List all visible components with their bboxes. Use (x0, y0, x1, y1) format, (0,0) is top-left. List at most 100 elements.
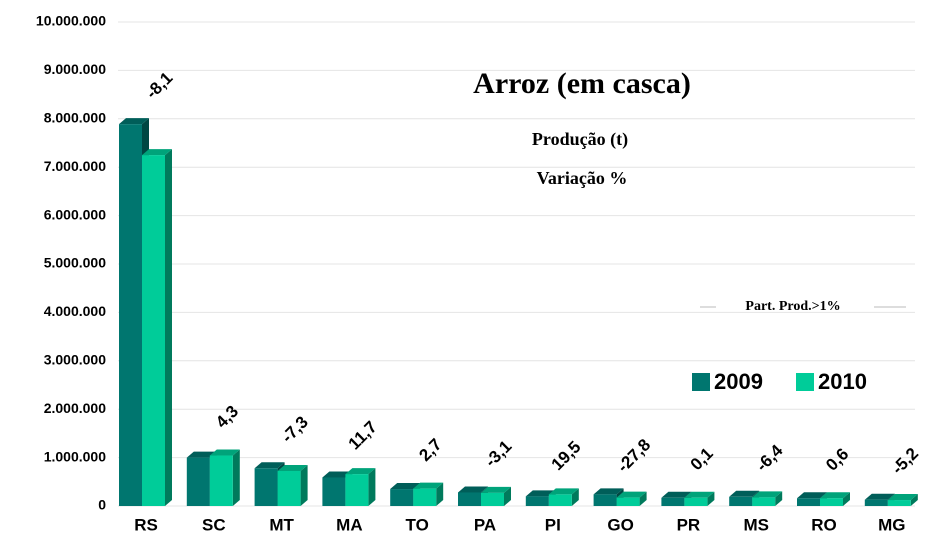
bar-side (300, 465, 308, 506)
y-tick-label: 8.000.000 (44, 110, 106, 126)
bar (481, 486, 511, 506)
chart-title: Arroz (em casca) (473, 67, 691, 100)
bar-front (525, 496, 549, 506)
bar-front (548, 494, 572, 506)
x-tick-label: MS (743, 515, 769, 534)
legend-label: 2010 (818, 369, 867, 394)
bar-front (864, 499, 888, 506)
x-tick-label: PI (545, 515, 561, 534)
bar-top (322, 471, 353, 478)
bar-top (254, 462, 285, 469)
bar-top (684, 491, 715, 498)
bar-top (413, 482, 444, 489)
bar-side (571, 488, 579, 506)
x-tick-label: GO (607, 515, 633, 534)
variation-label: 0,6 (822, 444, 852, 474)
bar-side (436, 482, 444, 506)
bar (887, 494, 918, 506)
bar-front (684, 497, 708, 506)
bar-top (752, 491, 783, 498)
x-tick-label: MT (269, 515, 294, 534)
bar-side (232, 449, 240, 506)
bar-top (593, 488, 624, 495)
bar-side (707, 491, 715, 506)
x-tick-label: TO (406, 515, 429, 534)
bar-front (458, 492, 481, 506)
legend-label: 2009 (714, 369, 763, 394)
variation-label: -27,8 (613, 435, 654, 476)
variation-label: 11,7 (345, 417, 381, 453)
bar-top (548, 488, 579, 495)
bar-side (910, 494, 918, 506)
bar (277, 465, 308, 506)
x-tick-label: RS (134, 515, 158, 534)
legend-swatch (796, 373, 814, 391)
bar-top (119, 118, 149, 125)
bar-front (413, 488, 437, 506)
bar-front (390, 489, 414, 506)
annotation: Part. Prod.>1% (745, 299, 840, 314)
bar-top (661, 491, 692, 498)
bar-top (277, 465, 308, 472)
bar-top (820, 492, 850, 499)
bar-front (254, 468, 278, 506)
bar (142, 149, 172, 506)
bar (820, 492, 850, 506)
bar-front (820, 498, 843, 506)
variation-label: 19,5 (548, 437, 585, 474)
bar (548, 488, 579, 506)
bar-top (209, 449, 240, 456)
bar-top (797, 492, 827, 499)
bar-side (165, 149, 172, 506)
y-tick-label: 10.000.000 (36, 13, 106, 29)
variation-label: -5,2 (888, 444, 922, 478)
y-tick-label: 9.000.000 (44, 61, 106, 77)
y-tick-label: 2.000.000 (44, 400, 106, 416)
bar (684, 491, 715, 506)
y-tick-label: 3.000.000 (44, 352, 106, 368)
bar-front (119, 124, 142, 507)
variation-label: -8,1 (142, 68, 176, 102)
variation-label: -7,3 (278, 412, 312, 446)
bar-front (345, 474, 369, 506)
bar (345, 468, 376, 506)
bar-side (775, 491, 783, 506)
variation-label: -3,1 (481, 437, 515, 471)
x-tick-label: PR (677, 515, 701, 534)
bar-front (277, 471, 301, 506)
bar-side (843, 492, 850, 506)
bar-front (752, 497, 776, 506)
variation-label: 4,3 (212, 402, 242, 432)
bar (413, 482, 444, 506)
bar-top (887, 494, 918, 501)
variation-label: 2,7 (415, 435, 445, 465)
y-tick-label: 7.000.000 (44, 158, 106, 174)
y-tick-label: 4.000.000 (44, 303, 106, 319)
bar-front (322, 477, 346, 506)
bar-side (368, 468, 376, 506)
bar-front (593, 494, 617, 506)
bar-front (729, 496, 753, 506)
variation-label: -6,4 (752, 441, 787, 476)
bar-top (390, 483, 421, 490)
bar-top (345, 468, 376, 475)
subtitle: Variação % (537, 168, 628, 188)
bar-front (616, 497, 640, 506)
bar-top (142, 149, 172, 156)
subtitle: Produção (t) (532, 129, 628, 150)
y-tick-label: 0 (98, 497, 106, 513)
bar-top (458, 486, 488, 493)
bar-side (639, 491, 647, 506)
bar (616, 491, 647, 506)
bar-top (729, 490, 760, 497)
y-tick-label: 6.000.000 (44, 206, 106, 222)
bar-side (504, 486, 511, 506)
bar-top (525, 490, 556, 497)
bar-front (186, 457, 210, 506)
bar-top (186, 451, 217, 458)
bar-front (661, 497, 685, 506)
x-tick-label: MA (336, 515, 362, 534)
bar-front (887, 500, 911, 506)
bar-top (864, 493, 895, 500)
